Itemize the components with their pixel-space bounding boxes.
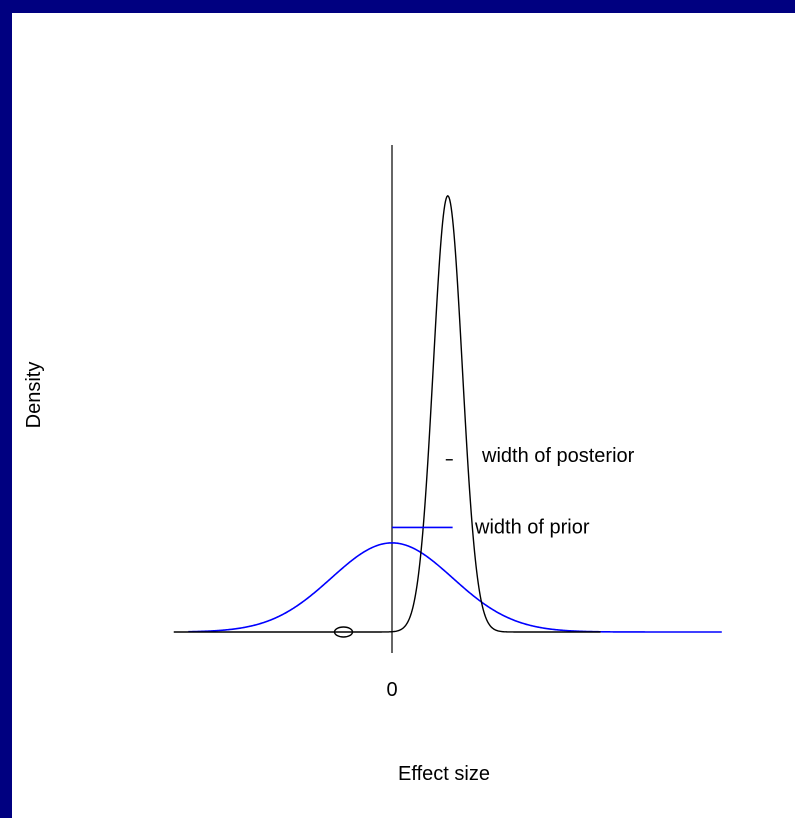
series-prior-curve — [188, 542, 722, 633]
chart-plot: width of posterior width of prior 0 Effe… — [23, 145, 722, 785]
observation-marker — [333, 626, 354, 638]
annotation-posterior-label: width of posterior — [481, 445, 635, 467]
x-tick-label: 0 — [386, 679, 397, 701]
x-axis-label: Effect size — [398, 763, 490, 785]
annotation-prior-label: width of prior — [474, 516, 590, 538]
y-axis-label: Density — [23, 362, 45, 429]
chart-frame: width of posterior width of prior 0 Effe… — [12, 13, 795, 818]
series-posterior-curve — [173, 195, 601, 633]
